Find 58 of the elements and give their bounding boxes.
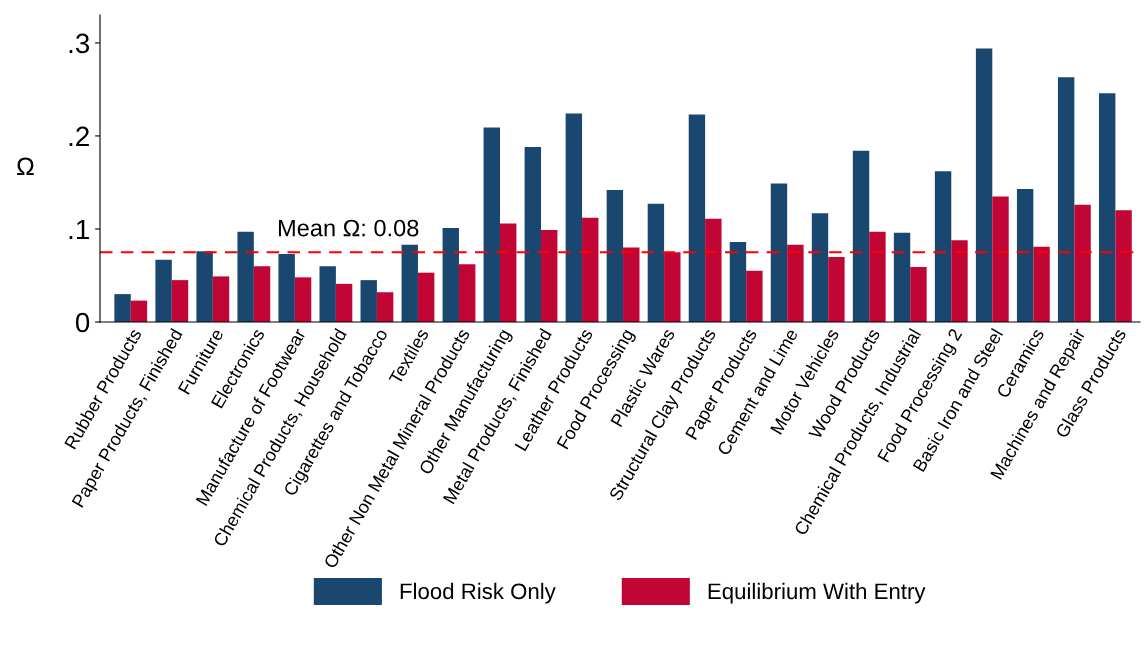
bar [212, 276, 230, 322]
bar [869, 231, 886, 322]
bar [278, 254, 295, 322]
ref-line-label: Mean Ω: 0.08 [278, 219, 419, 237]
bar [1115, 210, 1132, 322]
bar [319, 266, 336, 322]
bar [770, 183, 788, 322]
legend-label: Flood Risk Only [400, 582, 556, 604]
bar [401, 244, 418, 322]
bar [335, 283, 353, 322]
bar [253, 266, 271, 322]
bar [376, 292, 394, 322]
bar [811, 213, 829, 322]
bar [1098, 93, 1116, 322]
bar [729, 241, 747, 322]
y-axis-title: Ω [17, 157, 34, 175]
bar [500, 223, 517, 322]
bar [237, 231, 254, 322]
bar [1016, 188, 1034, 322]
bar [196, 251, 213, 322]
bar [746, 270, 763, 322]
bar [417, 272, 435, 322]
bar [582, 217, 599, 322]
y-tick-label: 0 [75, 312, 90, 333]
y-tick-label: .2 [69, 126, 89, 146]
bar [623, 247, 640, 322]
bar [565, 113, 583, 322]
bar [1074, 204, 1091, 322]
y-tick-label: .1 [69, 219, 89, 240]
bar [787, 244, 804, 322]
bar [524, 147, 542, 322]
bar [852, 150, 870, 322]
legend-label: Equilibrium With Entry [708, 582, 926, 604]
y-tick-label: .3 [69, 33, 90, 54]
bar [664, 252, 681, 322]
bar [705, 218, 722, 322]
bar [951, 240, 968, 322]
bar [893, 232, 911, 322]
bar [483, 127, 500, 322]
bar [541, 229, 558, 322]
bar [114, 294, 131, 322]
bar [606, 189, 624, 322]
bar [442, 228, 459, 322]
bar [1033, 246, 1050, 322]
bar [992, 196, 1009, 322]
bar [155, 259, 172, 322]
bar [360, 280, 377, 322]
bar [934, 171, 952, 322]
bar [975, 48, 993, 322]
bar [828, 256, 845, 322]
bar [130, 300, 148, 322]
bar [458, 264, 476, 322]
bar [171, 280, 189, 322]
bar [910, 267, 927, 322]
bar [1057, 77, 1075, 322]
bar [688, 114, 706, 322]
bar [647, 203, 665, 322]
bar [294, 277, 312, 322]
